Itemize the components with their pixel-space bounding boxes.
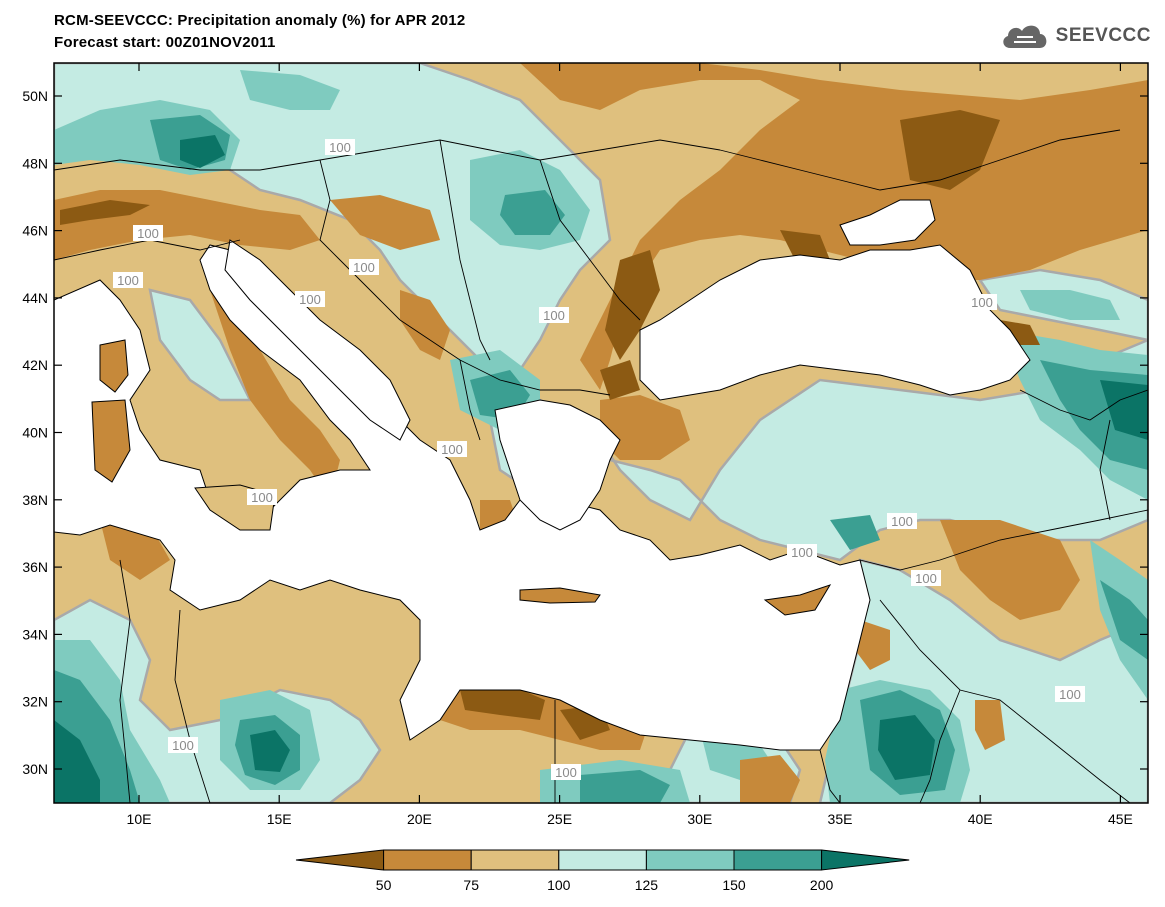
lon-label: 10E <box>127 811 152 827</box>
contour-label-bg <box>325 139 355 155</box>
lon-label: 20E <box>407 811 432 827</box>
colorbar-cell <box>821 849 910 871</box>
colorbar-label: 50 <box>376 877 392 893</box>
lat-label: 36N <box>22 559 48 575</box>
lat-label: 50N <box>22 88 48 104</box>
lat-label: 48N <box>22 155 48 171</box>
contour-label-bg <box>1055 686 1085 702</box>
logo-text: SEEVCCC <box>1055 25 1151 46</box>
contour-label: 100 <box>915 571 937 586</box>
map-title: RCM-SEEVCCC: Precipitation anomaly (%) f… <box>54 12 466 29</box>
contour-label-bg <box>967 294 997 310</box>
contour-label-bg <box>437 441 467 457</box>
lat-label: 34N <box>22 626 48 642</box>
lon-label: 30E <box>687 811 712 827</box>
lat-label: 38N <box>22 492 48 508</box>
colorbar-label: 100 <box>547 877 571 893</box>
country-borders <box>54 129 1148 803</box>
colorbar-cell <box>470 849 560 871</box>
contour-label: 100 <box>891 514 913 529</box>
colorbar-cell <box>383 849 472 871</box>
lon-label: 45E <box>1108 811 1133 827</box>
contour-label: 100 <box>137 226 159 241</box>
colorbar-cell <box>295 849 385 871</box>
seevccc-logo: SEEVCCC <box>1000 20 1151 52</box>
longitude-axis: 10E 15E 20E 25E 30E 35E 40E 45E <box>127 63 1133 827</box>
contour-label-bg <box>787 544 817 560</box>
contour-label: 100 <box>172 738 194 753</box>
contour-label-bg <box>247 489 277 505</box>
contour-label-bg <box>113 272 143 288</box>
contour-label: 100 <box>441 442 463 457</box>
cloud-logo-icon <box>1002 25 1047 48</box>
contour-label-bg <box>168 737 198 753</box>
lat-label: 42N <box>22 357 48 373</box>
lat-label: 32N <box>22 694 48 710</box>
lon-label: 15E <box>267 811 292 827</box>
contour-label: 100 <box>555 765 577 780</box>
contour-label-bg <box>887 513 917 529</box>
contour-label: 100 <box>117 273 139 288</box>
contour-label: 100 <box>971 295 993 310</box>
contour-label: 100 <box>1059 687 1081 702</box>
contour-labels: 100 100 100 100 100 100 100 100 100 100 100 100 100 1… <box>113 139 1085 780</box>
contour-label: 100 <box>353 260 375 275</box>
contour-label-bg <box>133 225 163 241</box>
lat-label: 40N <box>22 425 48 441</box>
sea-mask <box>54 199 1031 751</box>
contour-label-bg <box>295 291 325 307</box>
contour-label-bg <box>539 307 569 323</box>
contour-label: 100 <box>299 292 321 307</box>
colorbar-label: 200 <box>810 877 834 893</box>
field-below-50 <box>60 110 1040 740</box>
lon-label: 35E <box>828 811 853 827</box>
colorbar-cell <box>733 849 823 871</box>
colorbar-cell <box>645 849 735 871</box>
lon-label: 40E <box>968 811 993 827</box>
forecast-start-subtitle: Forecast start: 00Z01NOV2011 <box>54 34 276 51</box>
colorbar-label: 125 <box>635 877 659 893</box>
colorbar: 50 75 100 125 150 200 <box>295 849 910 893</box>
lat-label: 46N <box>22 223 48 239</box>
contour-label: 100 <box>791 545 813 560</box>
colorbar-label: 75 <box>463 877 479 893</box>
latitude-axis: 50N 48N 46N 44N 42N 40N 38N 36N 34N 32N 30N <box>22 88 1148 777</box>
contour-label: 100 <box>543 308 565 323</box>
colorbar-cell <box>558 849 647 871</box>
contour-label-bg <box>349 259 379 275</box>
contour-label-bg <box>551 764 581 780</box>
lat-label: 30N <box>22 761 48 777</box>
lat-label: 44N <box>22 290 48 306</box>
contour-label-bg <box>911 570 941 586</box>
field-above-200 <box>54 135 1148 803</box>
contour-label: 100 <box>329 140 351 155</box>
colorbar-label: 150 <box>722 877 746 893</box>
lon-label: 25E <box>547 811 572 827</box>
contour-label: 100 <box>251 490 273 505</box>
